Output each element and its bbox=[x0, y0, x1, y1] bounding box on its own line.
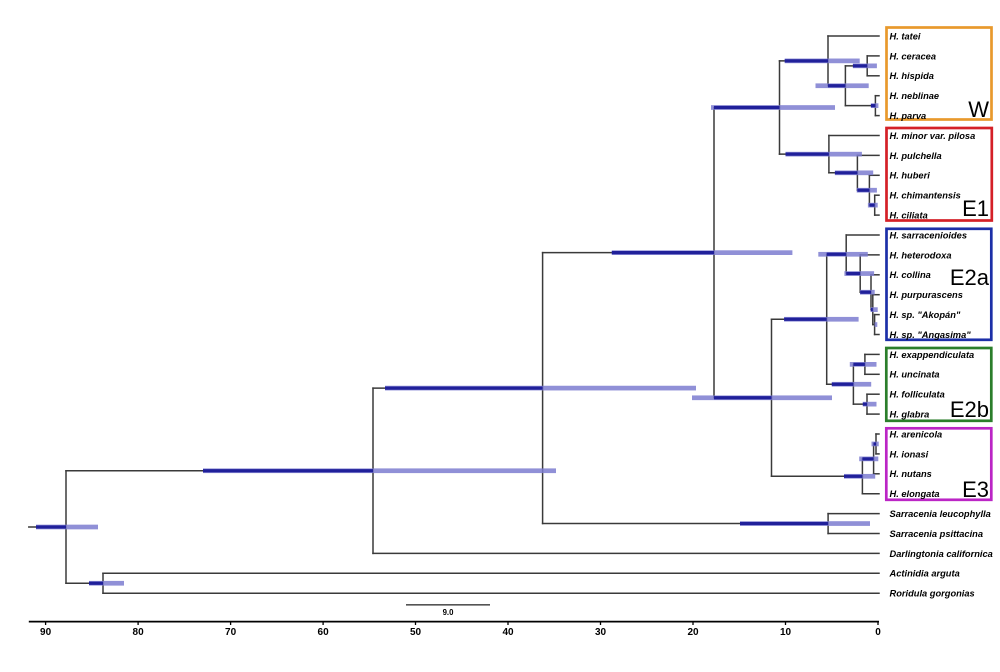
svg-text:60: 60 bbox=[318, 627, 330, 638]
svg-text:H. ceracea: H. ceracea bbox=[890, 51, 937, 61]
svg-text:70: 70 bbox=[225, 627, 237, 638]
svg-text:20: 20 bbox=[687, 627, 699, 638]
svg-text:0: 0 bbox=[875, 627, 881, 638]
svg-text:E3: E3 bbox=[962, 477, 989, 502]
svg-text:H. uncinata: H. uncinata bbox=[890, 370, 940, 380]
svg-text:H. folliculata: H. folliculata bbox=[890, 390, 945, 400]
svg-text:H. sp. "Akopán": H. sp. "Akopán" bbox=[890, 310, 961, 320]
svg-text:H. ionasi: H. ionasi bbox=[890, 449, 929, 459]
svg-text:Darlingtonia californica: Darlingtonia californica bbox=[890, 549, 993, 559]
svg-text:90: 90 bbox=[40, 627, 52, 638]
svg-text:W: W bbox=[968, 97, 989, 122]
svg-text:30: 30 bbox=[595, 627, 607, 638]
svg-text:H. purpurascens: H. purpurascens bbox=[890, 290, 963, 300]
svg-text:Sarracenia leucophylla: Sarracenia leucophylla bbox=[890, 509, 991, 519]
svg-text:H. arenicola: H. arenicola bbox=[890, 429, 943, 439]
svg-text:10: 10 bbox=[780, 627, 792, 638]
svg-text:H. ciliata: H. ciliata bbox=[890, 211, 928, 221]
svg-text:9.0: 9.0 bbox=[443, 608, 455, 617]
svg-text:H. hispida: H. hispida bbox=[890, 71, 934, 81]
svg-text:E1: E1 bbox=[962, 196, 989, 221]
svg-text:H. tatei: H. tatei bbox=[890, 31, 921, 41]
svg-text:H. neblinae: H. neblinae bbox=[890, 91, 940, 101]
svg-text:Roridula gorgonias: Roridula gorgonias bbox=[890, 589, 975, 599]
svg-text:H. parva: H. parva bbox=[890, 111, 927, 121]
svg-text:50: 50 bbox=[410, 627, 422, 638]
svg-text:40: 40 bbox=[502, 627, 514, 638]
svg-text:H. chimantensis: H. chimantensis bbox=[890, 191, 961, 201]
svg-text:H. exappendiculata: H. exappendiculata bbox=[890, 350, 975, 360]
svg-text:H. heterodoxa: H. heterodoxa bbox=[890, 250, 952, 260]
svg-text:H. sp. "Angasima": H. sp. "Angasima" bbox=[890, 330, 972, 340]
svg-text:80: 80 bbox=[133, 627, 145, 638]
svg-text:Sarracenia psittacina: Sarracenia psittacina bbox=[890, 529, 984, 539]
svg-text:H. minor var. pilosa: H. minor var. pilosa bbox=[890, 131, 976, 141]
svg-text:H. nutans: H. nutans bbox=[890, 469, 932, 479]
svg-text:H. sarracenioides: H. sarracenioides bbox=[890, 230, 968, 240]
svg-text:Actinidia arguta: Actinidia arguta bbox=[889, 569, 960, 579]
svg-text:E2b: E2b bbox=[950, 397, 989, 422]
svg-text:H. pulchella: H. pulchella bbox=[890, 151, 942, 161]
svg-text:H. elongata: H. elongata bbox=[890, 489, 940, 499]
svg-text:H. glabra: H. glabra bbox=[890, 410, 930, 420]
svg-text:E2a: E2a bbox=[950, 265, 990, 290]
svg-text:H. collina: H. collina bbox=[890, 270, 931, 280]
svg-text:H. huberi: H. huberi bbox=[890, 171, 931, 181]
